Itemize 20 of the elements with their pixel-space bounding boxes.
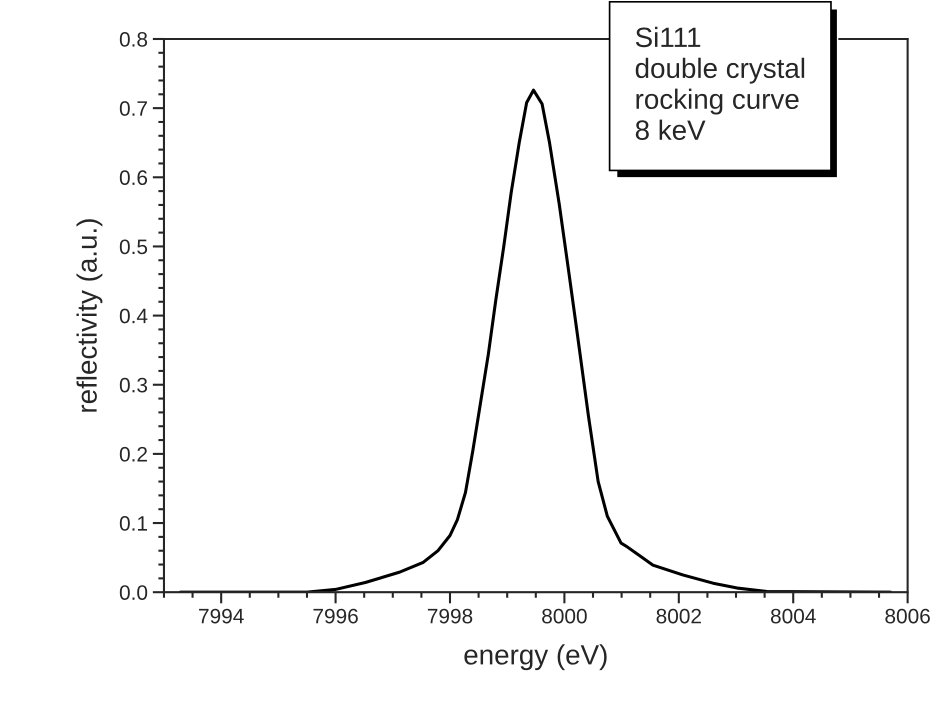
y-tick-label: 0.1 [120, 516, 147, 531]
x-tick-label: 8000 [542, 608, 587, 624]
x-tick-label: 8002 [656, 608, 701, 624]
y-tick-label: 0.6 [120, 170, 148, 186]
y-tick-label: 0.5 [120, 239, 148, 254]
y-tick-label: 0.2 [120, 446, 147, 462]
line-series [179, 88, 892, 592]
x-tick-label: 8006 [885, 608, 930, 624]
x-tick-label: 7996 [313, 608, 358, 624]
y-tick-label: 0.4 [120, 308, 148, 324]
x-axis-title: energy (eV) [464, 644, 607, 670]
annotation: Si111 double crystal rocking curve 8 keV [636, 26, 804, 140]
y-tick-label: 0.3 [120, 378, 148, 392]
x-tick-label: 8004 [770, 608, 816, 624]
x-tick-label: 7998 [428, 608, 472, 624]
y-tick-label: 0.8 [120, 32, 148, 47]
y-axis-title: reflectivity (a.u.) [76, 219, 102, 412]
x-tick-label: 7994 [199, 608, 244, 624]
y-tick-label: 0.0 [120, 585, 148, 600]
y-tick-label: 0.7 [120, 101, 147, 116]
